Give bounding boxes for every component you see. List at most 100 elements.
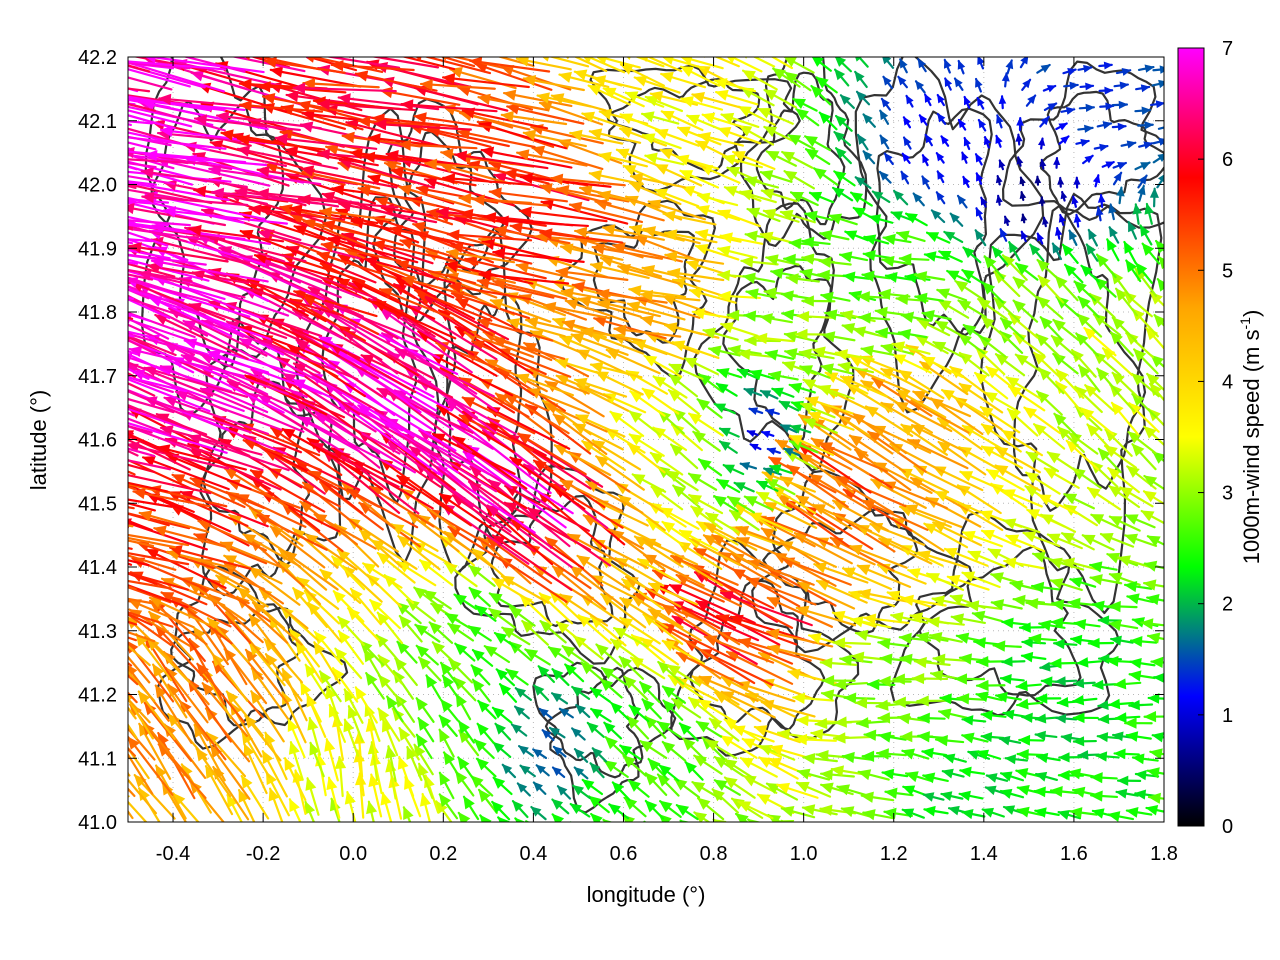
wind-vector: [856, 564, 912, 589]
wind-vector: [926, 616, 965, 628]
wind-vector: [860, 791, 895, 803]
wind-vector: [497, 816, 510, 822]
wind-vector: [1090, 772, 1118, 784]
wind-vector: [169, 545, 252, 570]
wind-vector: [603, 759, 629, 778]
wind-vector: [154, 684, 193, 744]
wind-vector: [695, 720, 723, 738]
colorbar-ramp: [1177, 47, 1205, 827]
colorbar: 0 1 2 3 4 5 6 7 1000m-wind speed (m s-1): [1177, 38, 1264, 838]
wind-vector: [1140, 618, 1164, 630]
wind-vector: [975, 679, 1006, 692]
wind-vector: [1034, 807, 1060, 818]
wind-vector: [1132, 826, 1159, 836]
wind-vector: [331, 555, 366, 591]
wind-vector: [1049, 657, 1077, 669]
wind-vector: [524, 648, 551, 666]
wind-vector: [128, 547, 133, 550]
wind-vector: [1057, 809, 1082, 820]
wind-vector: [656, 773, 680, 797]
wind-vector: [419, 792, 431, 822]
wind-vector: [854, 629, 891, 641]
wind-vector: [728, 35, 762, 53]
wind-vector: [417, 656, 442, 682]
wind-vector: [18, 277, 117, 299]
wind-vector: [1068, 768, 1096, 780]
wind-vector: [643, 820, 648, 822]
wind-vector: [627, 779, 650, 798]
wind-vector: [590, 812, 603, 822]
wind-vector: [511, 800, 529, 819]
wind-vector: [1028, 633, 1058, 645]
wind-vector: [550, 39, 608, 53]
wind-vector: [600, 666, 628, 686]
wind-vector: [839, 654, 873, 666]
wind-vector: [639, 637, 680, 666]
wind-vector: [288, 741, 304, 781]
wind-vector: [1003, 36, 1009, 49]
wind-vector: [569, 802, 591, 818]
wind-vector: [967, 550, 1007, 568]
wind-vector: [956, 693, 987, 705]
wind-vector: [128, 736, 174, 796]
wind-vector: [1016, 748, 1044, 760]
wind-vector: [753, 725, 801, 744]
wind-vector: [475, 757, 497, 778]
wind-vector: [488, 592, 516, 609]
wind-vector: [128, 597, 153, 605]
wind-vector: [390, 523, 439, 552]
wind-vector: [725, 650, 794, 685]
wind-vector: [438, 771, 455, 800]
wind-vector: [943, 547, 989, 567]
wind-vector: [518, 745, 534, 757]
wind-vector: [1055, 713, 1078, 724]
wind-vector: [470, 664, 491, 686]
wind-vector: [532, 748, 548, 760]
wind-vector: [1107, 811, 1135, 822]
wind-vector: [1098, 48, 1112, 55]
wind-vector: [693, 811, 711, 822]
wind-vector: [897, 40, 904, 53]
wind-vector: [713, 779, 741, 796]
colorbar-title-main: 1000m-wind speed (m s: [1239, 330, 1264, 565]
wind-vector: [626, 715, 650, 740]
wind-vector: [443, 751, 461, 778]
wind-vector: [1150, 656, 1164, 669]
wind-vector: [747, 818, 761, 822]
wind-vector: [595, 643, 623, 668]
wind-vector: [242, 533, 302, 568]
wind-vector: [875, 748, 907, 760]
y-tick-label: 41.1: [78, 748, 117, 770]
wind-vector: [1134, 769, 1160, 781]
wind-vector: [644, 715, 667, 739]
wind-vector: [701, 35, 740, 48]
wind-vector: [398, 614, 423, 643]
wind-vector: [154, 20, 247, 51]
wind-vector: [1035, 752, 1061, 764]
wind-vector: [334, 647, 363, 680]
y-tick-label: 41.9: [78, 238, 117, 260]
colorbar-title-end: ): [1239, 310, 1264, 317]
wind-vector: [145, 548, 227, 589]
wind-vector: [128, 631, 156, 643]
wind-vector: [1037, 826, 1063, 836]
wind-vector: [1128, 670, 1156, 682]
wind-vector: [737, 800, 774, 820]
wind-vector: [128, 261, 139, 265]
wind-vector: [849, 544, 908, 569]
wind-vector: [376, 611, 404, 645]
wind-vector: [985, 773, 1009, 783]
wind-vector: [160, 591, 232, 628]
wind-vector: [675, 804, 699, 821]
wind-vector: [226, 28, 321, 49]
wind-vector: [299, 26, 395, 52]
wind-vector: [697, 698, 737, 724]
y-tick-label: 41.2: [78, 685, 117, 707]
wind-vector: [326, 776, 341, 819]
wind-vector: [780, 805, 816, 819]
wind-vector: [1071, 694, 1098, 706]
wind-vector: [1054, 676, 1078, 687]
wind-vector: [413, 586, 442, 609]
wind-vector: [934, 734, 965, 747]
wind-vector: [578, 30, 626, 53]
